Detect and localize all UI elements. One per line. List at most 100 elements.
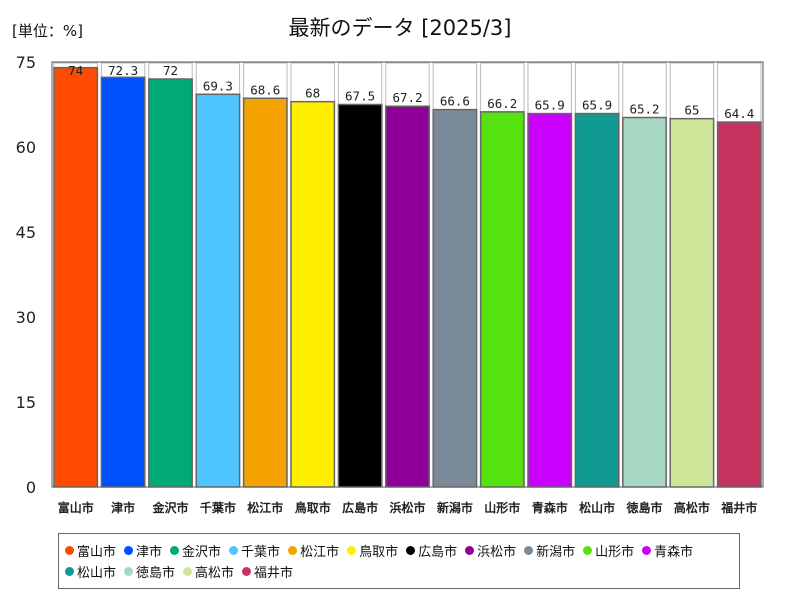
bar-label-box [717, 62, 762, 123]
bar [669, 117, 715, 488]
x-tick-label: 津市 [111, 500, 135, 515]
legend-item: 鳥取市 [347, 540, 398, 561]
y-tick-label: 45 [16, 223, 36, 242]
legend-label: 津市 [136, 545, 163, 560]
x-tick-label: 松江市 [247, 500, 283, 515]
legend-item: 高松市 [183, 561, 234, 582]
legend-label: 松江市 [300, 545, 340, 560]
bar-label-box [385, 62, 430, 107]
legend-marker [465, 546, 475, 555]
bar [242, 97, 288, 488]
legend-marker [347, 546, 357, 555]
x-tick-label: 富山市 [58, 500, 94, 515]
bar [148, 78, 193, 488]
bar-value-label: 65.9 [535, 98, 565, 113]
bar-value-label: 67.2 [392, 90, 422, 105]
legend-marker [65, 567, 74, 576]
bar-value-label: 64.4 [724, 106, 754, 121]
bar-chart: 0 15 30 45 60 75 74 富山市 72.3 津市 72 金沢市 69.3 千葉市 68.6 松江… [16, 53, 764, 515]
bar [53, 66, 99, 488]
y-tick-label: 30 [16, 308, 36, 327]
bar [195, 93, 241, 488]
bar [432, 108, 478, 488]
legend-label: 千葉市 [241, 545, 281, 560]
legend-label: 松山市 [77, 566, 117, 581]
legend-label: 新潟市 [536, 545, 576, 560]
bar-value-label: 65.2 [629, 102, 659, 117]
legend-item: 浜松市 [465, 540, 516, 561]
x-tick-label: 新潟市 [437, 500, 473, 515]
legend-marker [124, 546, 134, 555]
bar-value-label: 66.2 [487, 96, 517, 111]
x-tick-label: 青森市 [532, 500, 568, 515]
legend-label: 福井市 [254, 566, 294, 581]
unit-label: [単位：%] [12, 22, 83, 40]
x-tick-label: 山形市 [484, 500, 520, 515]
bar-value-label: 68.6 [250, 82, 280, 97]
legend-label: 富山市 [77, 545, 117, 560]
legend-marker [170, 546, 180, 555]
bar-value-label: 72 [163, 63, 178, 78]
legend-item: 千葉市 [229, 540, 280, 561]
bar [337, 103, 383, 488]
legend-marker [65, 546, 74, 555]
legend-label: 徳島市 [136, 566, 176, 581]
y-tick-label: 75 [16, 53, 36, 72]
legend-item: 青森市 [642, 540, 693, 561]
legend-marker [406, 546, 416, 555]
bar [716, 121, 762, 488]
legend-marker [288, 546, 298, 555]
x-tick-label: 松山市 [579, 500, 615, 515]
x-tick-label: 浜松市 [389, 500, 425, 515]
bar-label-box [432, 62, 478, 111]
bar [527, 112, 573, 488]
bar-value-label: 74 [68, 63, 83, 78]
bar-value-label: 69.3 [203, 78, 233, 93]
x-tick-label: 鳥取市 [295, 500, 331, 515]
x-tick-label: 千葉市 [200, 500, 236, 515]
legend-item: 福井市 [242, 561, 293, 582]
x-tick-label: 広島市 [342, 500, 378, 515]
legend-item: 津市 [124, 540, 162, 561]
bar-label-box [290, 62, 335, 103]
x-tick-label: 福井市 [720, 500, 757, 515]
legend-item: 山形市 [583, 540, 634, 561]
bar-label-box [243, 62, 288, 99]
bar [385, 105, 430, 488]
legend-label: 高松市 [195, 566, 235, 581]
legend-marker [242, 567, 252, 576]
legend-marker [642, 546, 652, 555]
bar-label-box [527, 62, 572, 115]
legend-item: 富山市 [65, 540, 116, 561]
bar-value-label: 65 [684, 103, 699, 118]
y-tick-label: 60 [16, 138, 36, 157]
legend-label: 鳥取市 [359, 545, 399, 560]
legend-label: 金沢市 [182, 545, 222, 560]
legend-item: 松山市 [65, 561, 116, 582]
bar [574, 112, 620, 488]
legend-item: 徳島市 [124, 561, 175, 582]
legend: 富山市 津市 金沢市 千葉市 松江市 鳥取市 広島市 浜松市 新潟市 山形市 青森市松山市 徳島市 高松… [58, 533, 740, 589]
legend-label: 青森市 [654, 545, 694, 560]
legend-label: 広島市 [418, 545, 458, 560]
bar-label-box [574, 62, 620, 115]
bar-label-box [195, 62, 241, 95]
bar [290, 100, 336, 488]
bar [479, 111, 525, 488]
legend-item: 松江市 [288, 540, 339, 561]
x-tick-label: 高松市 [674, 500, 710, 515]
legend-item: 新潟市 [524, 540, 575, 561]
y-tick-label: 15 [16, 393, 36, 412]
legend-marker [183, 567, 193, 576]
bar-value-label: 68 [305, 86, 320, 101]
bar [622, 116, 667, 488]
bar-label-box [337, 62, 383, 105]
legend-item: 広島市 [406, 540, 457, 561]
x-tick-label: 金沢市 [151, 500, 188, 515]
legend-label: 山形市 [595, 545, 635, 560]
y-tick-label: 0 [26, 478, 36, 497]
bar [100, 76, 146, 488]
legend-marker [524, 546, 534, 555]
legend-marker [229, 546, 239, 555]
bar-value-label: 67.5 [345, 89, 375, 104]
